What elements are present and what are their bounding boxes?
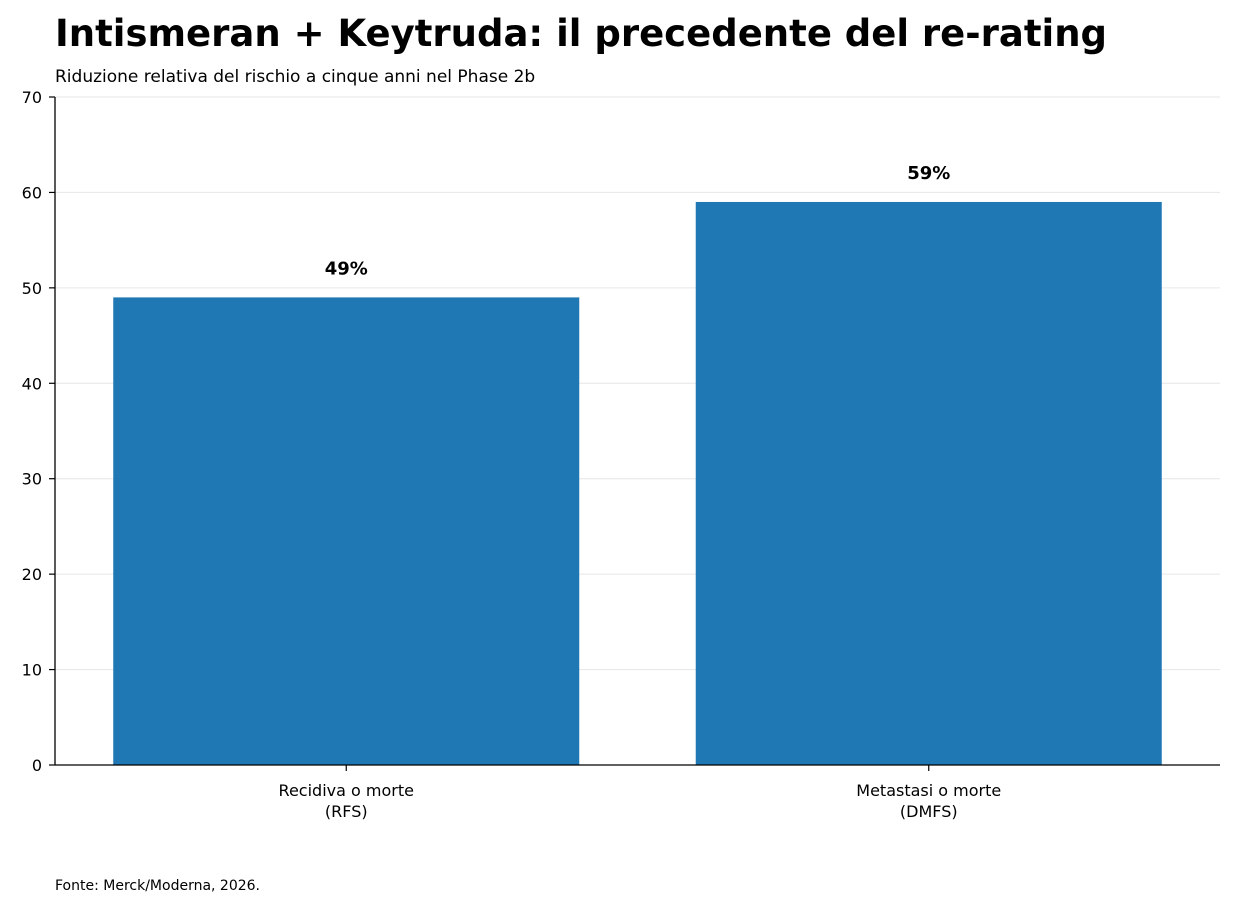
- labels: 0 10 20 30 40 50 60 70 49% Recidiva o morte (RFS) 5…: [22, 88, 1002, 821]
- y-tick-label: 0: [32, 756, 42, 775]
- data-label: 49%: [325, 258, 368, 279]
- y-tick-label: 40: [22, 374, 42, 393]
- source-note: Fonte: Merck/Moderna, 2026.: [55, 878, 261, 894]
- data-label: 59%: [907, 163, 950, 184]
- y-tick-label: 60: [22, 183, 42, 202]
- axes: [49, 96, 1220, 771]
- bars: [113, 201, 1162, 765]
- y-tick-label: 10: [22, 661, 42, 680]
- x-tick-label: Recidiva o morte: [279, 781, 414, 800]
- x-tick-label: (RFS): [325, 802, 368, 821]
- x-tick-label: Metastasi o morte: [856, 781, 1001, 800]
- y-tick-label: 50: [22, 279, 42, 298]
- y-tick-label: 20: [22, 565, 42, 584]
- y-tick-label: 70: [22, 88, 42, 107]
- chart-subtitle: Riduzione relativa del rischio a cinque …: [55, 67, 536, 87]
- x-tick-label: (DMFS): [900, 802, 958, 821]
- y-tick-label: 30: [22, 470, 42, 489]
- chart-title: Intismeran + Keytruda: il precedente del…: [55, 12, 1108, 55]
- bar: [695, 201, 1162, 765]
- bar: [113, 297, 580, 765]
